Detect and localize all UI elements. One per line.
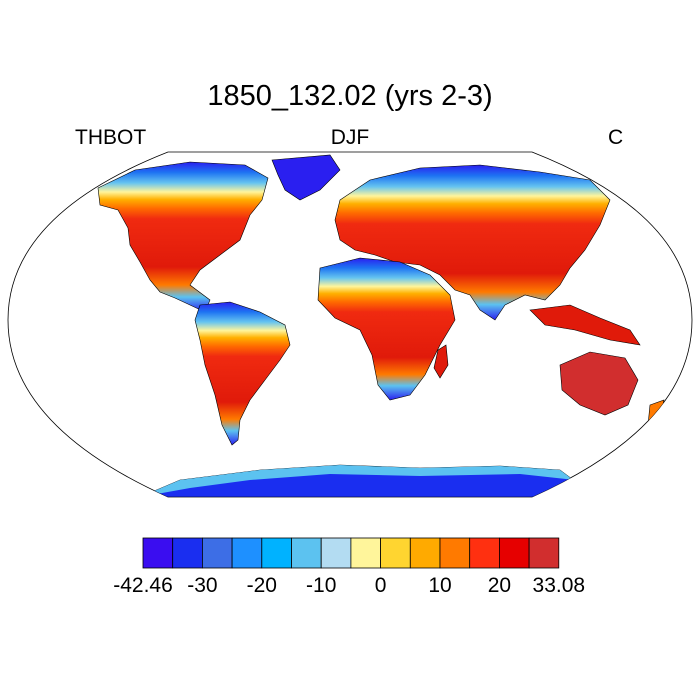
colorbar-swatch: [439, 537, 471, 569]
eurasia-landmass: [334, 164, 611, 321]
colorbar-tick-label: -10: [306, 574, 336, 597]
colorbar-swatch: [469, 537, 500, 569]
colorbar-tick-label: 20: [488, 574, 511, 597]
southeast-asia-islands: [529, 304, 641, 346]
colorbar-swatch: [201, 537, 233, 569]
colorbar-swatch: [231, 537, 263, 569]
colorbar-tick-label: 10: [428, 574, 451, 597]
south-america-landmass: [194, 301, 291, 446]
greenland-landmass: [271, 154, 341, 201]
units-label: C: [608, 126, 624, 149]
madagascar-landmass: [433, 344, 449, 379]
colorbar-swatch: [320, 537, 352, 569]
australia-landmass: [559, 351, 639, 416]
colorbar-swatch: [172, 537, 203, 569]
colorbar-swatch: [498, 537, 530, 569]
colorbar-swatch: [291, 537, 322, 569]
colorbar-swatch: [528, 537, 560, 569]
colorbar-tick-label: -42.46: [113, 574, 173, 597]
africa-landmass: [317, 257, 456, 401]
colorbar-swatch: [409, 537, 441, 569]
colorbar-tick-label: 0: [375, 574, 387, 597]
season-label: DJF: [330, 126, 370, 149]
north-america-landmass: [97, 161, 269, 313]
colorbar-swatch: [380, 537, 411, 569]
colorbar-swatch: [261, 537, 292, 569]
colorbar-tick-label: -30: [187, 574, 217, 597]
colorbar-swatch: [142, 537, 174, 569]
colorbar-tick-label: -20: [247, 574, 277, 597]
antarctica-coast-band: [140, 465, 580, 497]
colorbar-tick-label: 33.08: [533, 574, 586, 597]
map-title: 1850_132.02 (yrs 2-3): [207, 80, 493, 112]
colorbar-swatch: [350, 537, 381, 569]
variable-label: THBOT: [75, 126, 147, 149]
